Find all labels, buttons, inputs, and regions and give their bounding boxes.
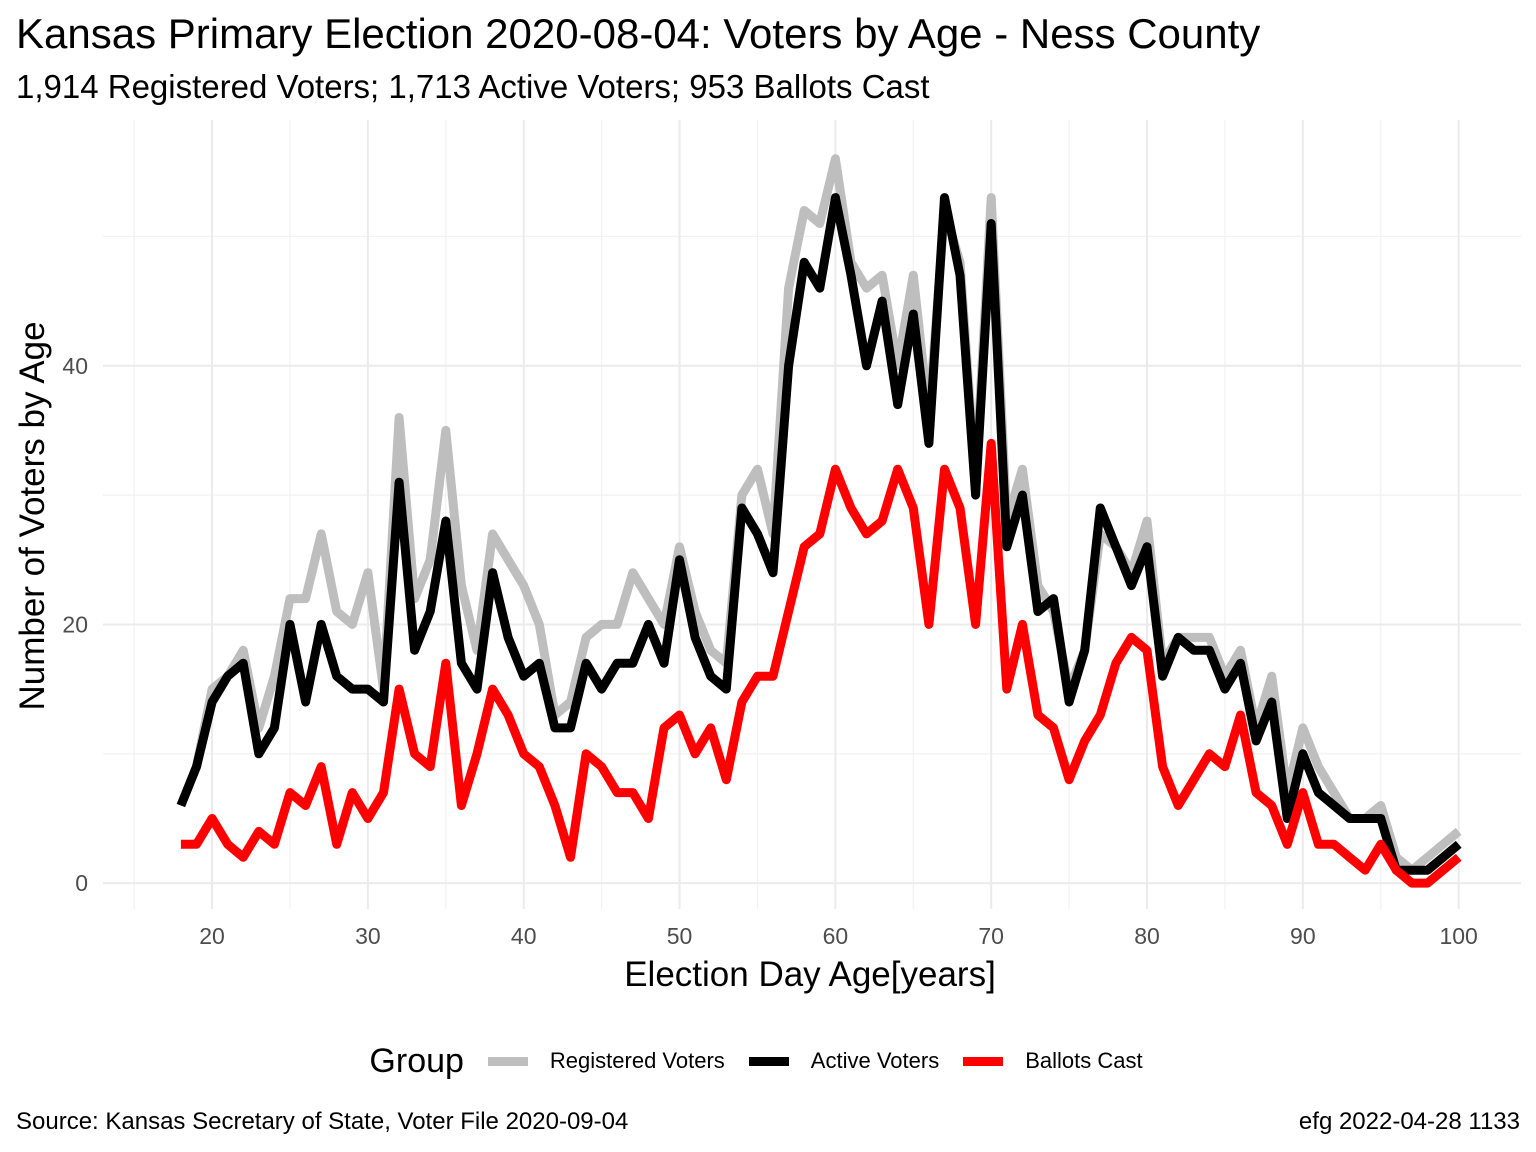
- legend-swatch-active: [748, 1056, 789, 1066]
- legend-label-ballots: Ballots Cast: [1025, 1048, 1143, 1073]
- line-chart: 20 30 40 50 60 70 80 90 100 0 20 40 Election Day Ag…: [13, 120, 1521, 994]
- legend-swatch-registered: [487, 1056, 528, 1066]
- legend-title: Group: [369, 1041, 464, 1080]
- y-axis-label: Number of Voters by Age: [13, 321, 52, 710]
- x-tick-label: 20: [199, 923, 225, 949]
- legend-swatch-ballots: [963, 1056, 1004, 1066]
- x-tick-label: 100: [1439, 923, 1477, 949]
- series-line-active-voters: [176, 193, 1462, 875]
- y-tick-label: 20: [62, 611, 88, 637]
- x-tick-label: 70: [978, 923, 1004, 949]
- grid-layer: [103, 120, 1521, 909]
- x-tick-label: 30: [355, 923, 381, 949]
- tick-layer: 20 30 40 50 60 70 80 90 100 0 20 40: [62, 353, 1477, 949]
- x-axis-label: Election Day Age[years]: [624, 955, 996, 994]
- legend-item-ballots: Ballots Cast: [963, 1048, 1143, 1074]
- x-tick-label: 60: [823, 923, 849, 949]
- legend-label-registered: Registered Voters: [549, 1048, 725, 1073]
- series-layer: [176, 154, 1462, 888]
- x-tick-label: 90: [1290, 923, 1316, 949]
- legend-label-active: Active Voters: [810, 1048, 940, 1073]
- source-caption: Source: Kansas Secretary of State, Voter…: [16, 1108, 629, 1135]
- legend-item-registered: Registered Voters: [487, 1048, 725, 1074]
- series-line-ballots-cast: [180, 438, 1462, 888]
- legend: Group Registered Voters Active Voters Ba…: [0, 1036, 1536, 1086]
- y-tick-label: 0: [75, 870, 88, 896]
- chart-title: Kansas Primary Election 2020-08-04: Vote…: [16, 10, 1261, 57]
- credit-caption: efg 2022-04-28 1133: [1298, 1108, 1520, 1135]
- x-tick-label: 80: [1134, 923, 1160, 949]
- legend-item-active: Active Voters: [748, 1048, 940, 1074]
- chart-subtitle: 1,914 Registered Voters; 1,713 Active Vo…: [16, 68, 930, 105]
- x-tick-label: 50: [667, 923, 693, 949]
- x-tick-label: 40: [511, 923, 537, 949]
- y-tick-label: 40: [62, 353, 88, 379]
